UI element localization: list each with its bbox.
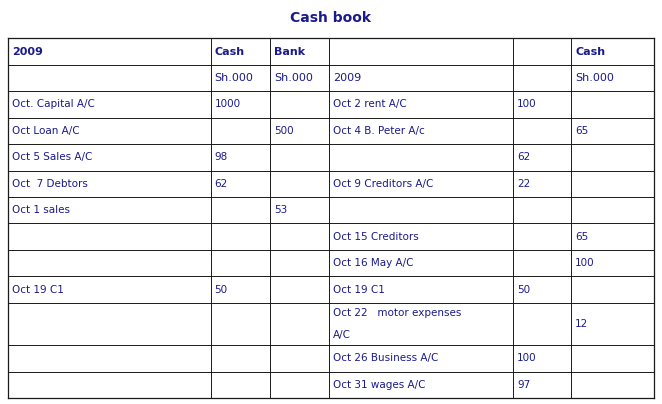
Text: Bank: Bank [274, 46, 305, 57]
Text: Oct 26 Business A/C: Oct 26 Business A/C [333, 353, 438, 363]
Text: A/C: A/C [333, 330, 351, 340]
Text: Oct 4 B. Peter A/c: Oct 4 B. Peter A/c [333, 126, 425, 136]
Text: 50: 50 [517, 284, 530, 295]
Text: 65: 65 [575, 231, 589, 242]
Text: Oct 2 rent A/C: Oct 2 rent A/C [333, 99, 406, 109]
Text: 100: 100 [517, 99, 537, 109]
Text: Oct  7 Debtors: Oct 7 Debtors [12, 179, 88, 189]
Text: Oct 31 wages A/C: Oct 31 wages A/C [333, 380, 426, 390]
Text: Oct 5 Sales A/C: Oct 5 Sales A/C [12, 152, 92, 162]
Text: 97: 97 [517, 380, 530, 390]
Text: 2009: 2009 [333, 73, 361, 83]
Text: 100: 100 [575, 258, 595, 268]
Text: 22: 22 [517, 179, 530, 189]
Text: 2009: 2009 [12, 46, 43, 57]
Text: 98: 98 [214, 152, 228, 162]
Text: 500: 500 [274, 126, 294, 136]
Text: Oct 15 Creditors: Oct 15 Creditors [333, 231, 419, 242]
Text: Sh.000: Sh.000 [575, 73, 614, 83]
Text: Oct Loan A/C: Oct Loan A/C [12, 126, 79, 136]
Text: Oct 9 Creditors A/C: Oct 9 Creditors A/C [333, 179, 434, 189]
Text: 50: 50 [214, 284, 228, 295]
Text: 65: 65 [575, 126, 589, 136]
Text: 1000: 1000 [214, 99, 240, 109]
Text: Oct 1 sales: Oct 1 sales [12, 205, 70, 215]
Text: Oct 19 C1: Oct 19 C1 [12, 284, 64, 295]
Text: Sh.000: Sh.000 [274, 73, 313, 83]
Text: 62: 62 [517, 152, 530, 162]
Text: Sh.000: Sh.000 [214, 73, 254, 83]
Text: 12: 12 [575, 319, 589, 329]
Text: Cash: Cash [214, 46, 245, 57]
Text: 62: 62 [214, 179, 228, 189]
Text: Oct 22   motor expenses: Oct 22 motor expenses [333, 308, 461, 318]
Text: Oct 16 May A/C: Oct 16 May A/C [333, 258, 414, 268]
Text: Cash book: Cash book [291, 11, 371, 25]
Text: 100: 100 [517, 353, 537, 363]
Text: Oct. Capital A/C: Oct. Capital A/C [12, 99, 95, 109]
Text: Oct 19 C1: Oct 19 C1 [333, 284, 385, 295]
Text: 53: 53 [274, 205, 287, 215]
Text: Cash: Cash [575, 46, 606, 57]
